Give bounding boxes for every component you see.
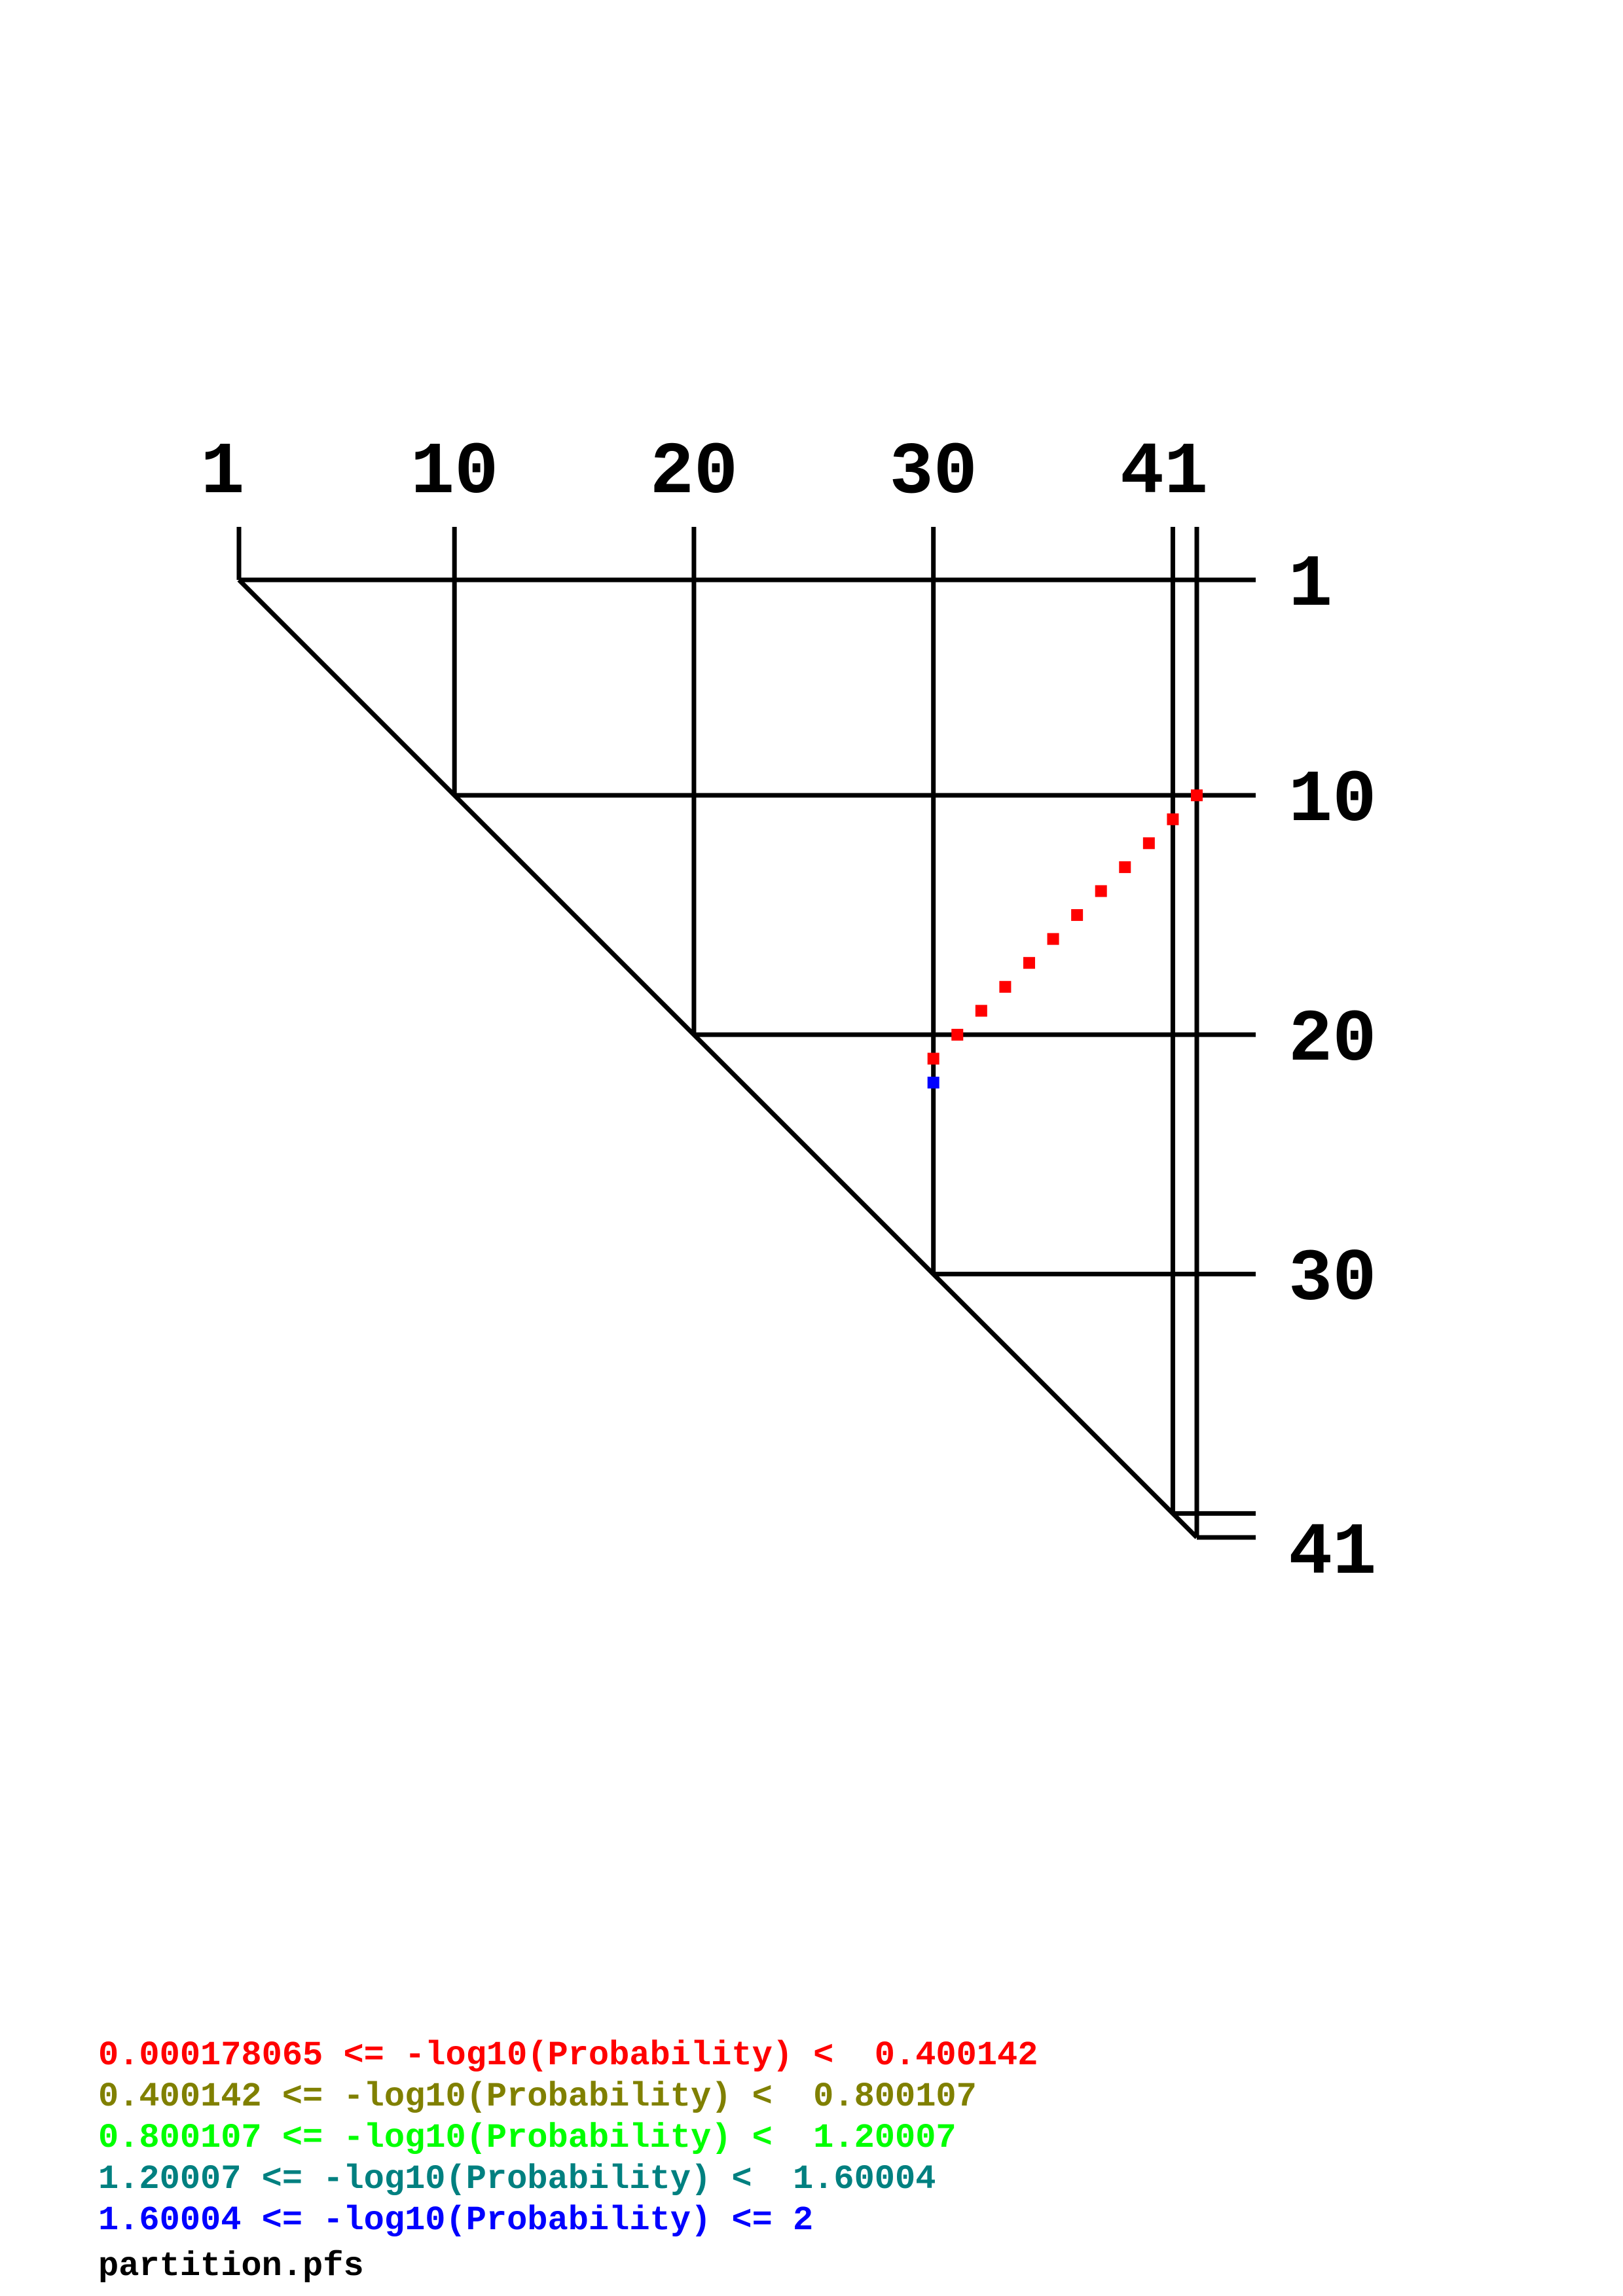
legend-entry: 0.400142 <= -log10(Probability) < 0.8001… xyxy=(98,2077,977,2116)
top-tick-label: 41 xyxy=(1120,431,1208,514)
probability-dot xyxy=(1191,789,1203,802)
legend: 0.000178065 <= -log10(Probability) < 0.4… xyxy=(98,2036,1038,2286)
probability-dot xyxy=(1142,837,1155,850)
tick-labels: 1 10 20 30 41 1 10 20 30 41 xyxy=(200,431,1376,1595)
filename-label: partition.pfs xyxy=(98,2247,364,2286)
right-tick-label: 20 xyxy=(1288,999,1376,1082)
probability-dot xyxy=(1071,909,1084,922)
top-tick-label: 1 xyxy=(200,431,244,514)
top-tick-label: 30 xyxy=(889,431,977,514)
legend-entry: 0.000178065 <= -log10(Probability) < 0.4… xyxy=(98,2036,1038,2075)
probability-dots xyxy=(927,789,1203,1089)
right-tick-label: 41 xyxy=(1288,1512,1376,1595)
legend-entry: 1.60004 <= -log10(Probability) <= 2 xyxy=(98,2201,813,2240)
grid-lines xyxy=(236,527,1256,1540)
probability-dot xyxy=(975,1005,987,1017)
probability-dot xyxy=(1023,957,1035,969)
probability-dot xyxy=(927,1077,939,1089)
probability-dot xyxy=(999,980,1012,993)
probability-dot xyxy=(1167,813,1179,825)
diagonal-line xyxy=(237,578,1199,1539)
top-tick-label: 20 xyxy=(650,431,738,514)
right-tick-label: 10 xyxy=(1288,759,1376,842)
legend-entry: 1.20007 <= -log10(Probability) < 1.60004 xyxy=(98,2160,936,2198)
probability-dot xyxy=(1095,885,1107,897)
probability-dot xyxy=(927,1052,939,1065)
probability-dot xyxy=(1119,861,1131,873)
right-tick-label: 30 xyxy=(1288,1238,1376,1321)
right-tick-label: 1 xyxy=(1288,544,1332,627)
probability-dot xyxy=(1047,933,1059,945)
legend-entry: 0.800107 <= -log10(Probability) < 1.2000… xyxy=(98,2119,957,2157)
top-tick-label: 10 xyxy=(410,431,498,514)
probability-dot xyxy=(951,1028,964,1041)
